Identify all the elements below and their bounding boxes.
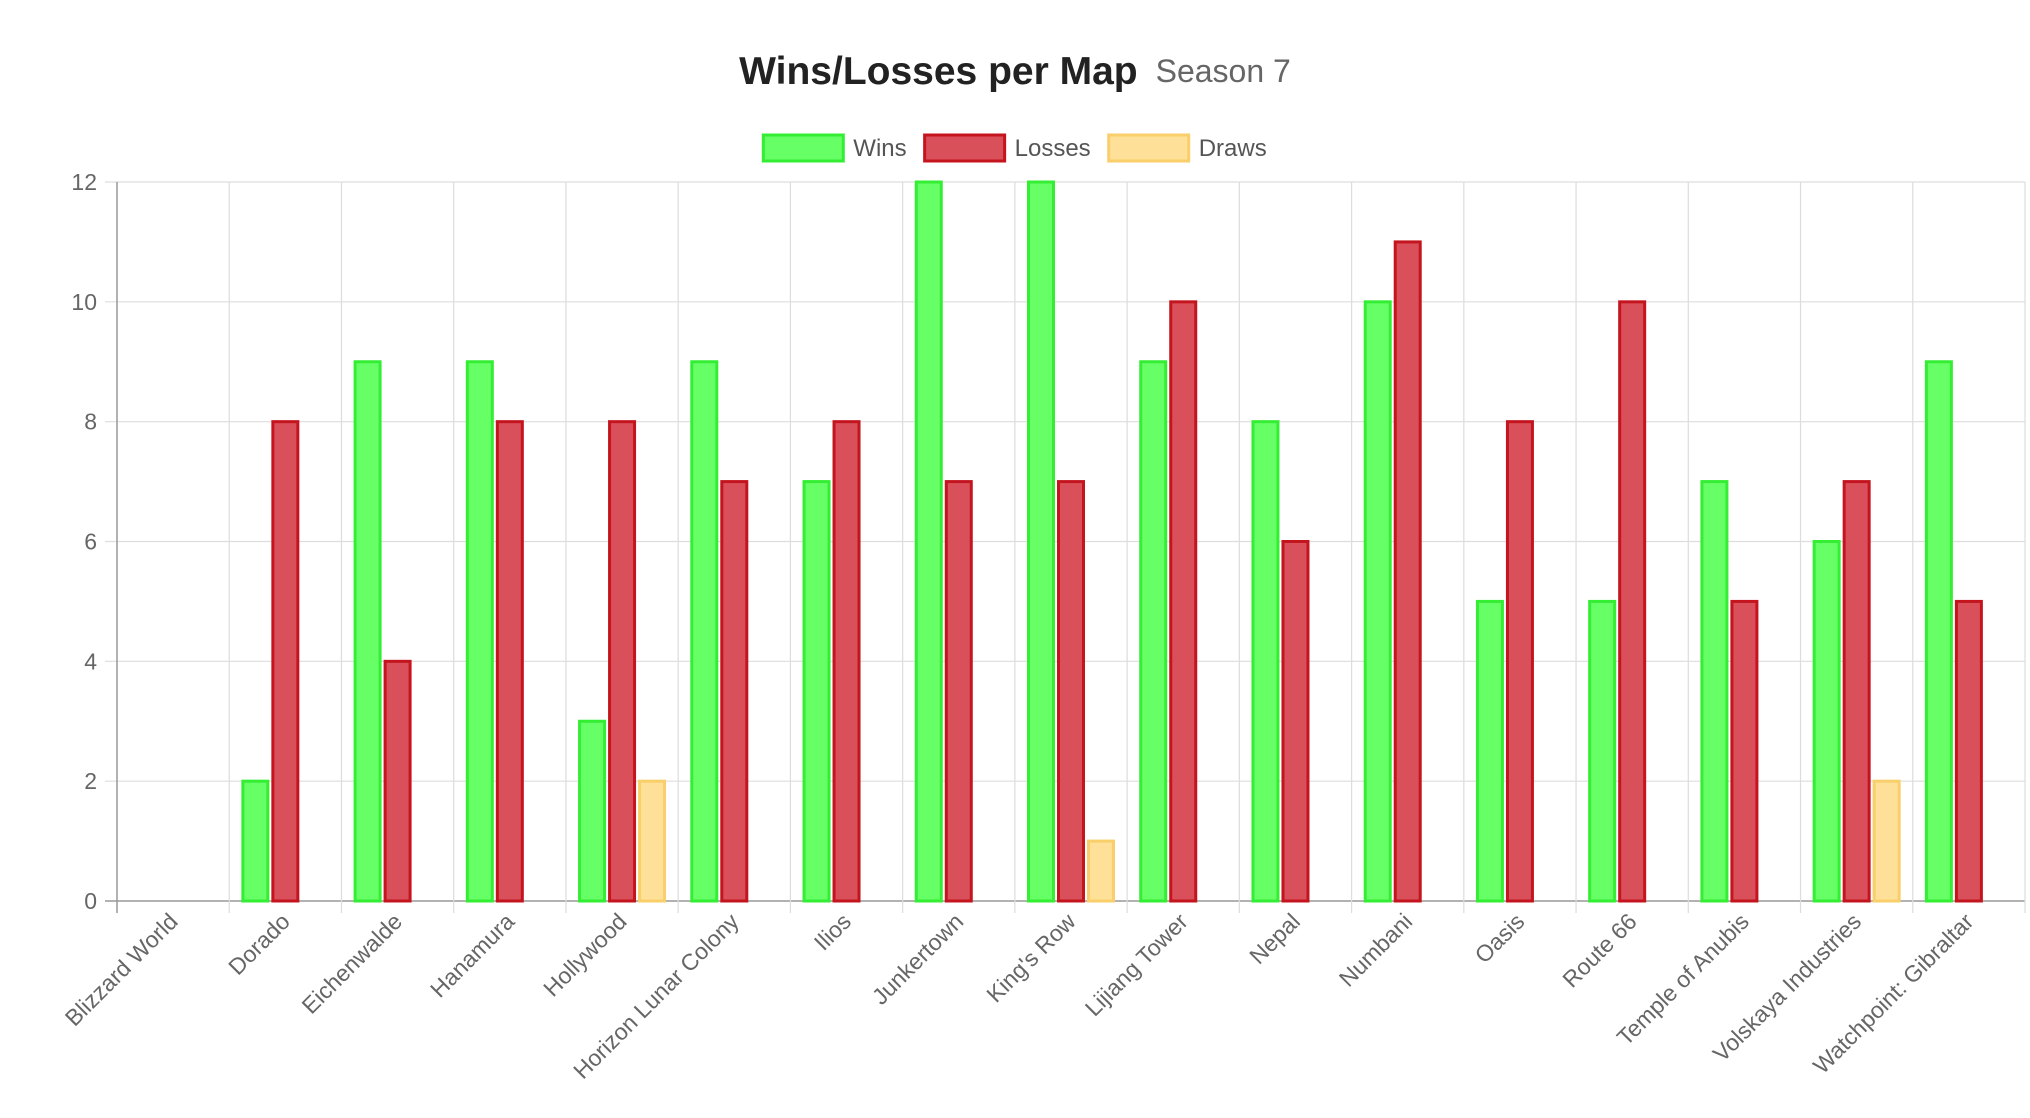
bar-wins-nepal: [1251, 420, 1280, 903]
bar-wins-dorado: [241, 779, 270, 903]
x-tick-label: Nepal: [1244, 908, 1305, 969]
bar-wins-eichenwalde: [353, 360, 382, 903]
y-tick-label: 0: [84, 888, 97, 914]
chart-subtitle: Season 7: [1156, 53, 1291, 89]
legend-swatch-wins: [761, 133, 845, 163]
x-tick-label: Blizzard World: [60, 908, 183, 1031]
y-tick-label: 2: [84, 768, 97, 794]
bar-wins-king-s-row: [1027, 180, 1055, 903]
bar-draws-hollywood: [638, 779, 667, 903]
x-tick-label: King's Row: [981, 908, 1081, 1008]
x-axis: Blizzard World Dorado Eichenwalde Hanamura H…: [60, 908, 1979, 1084]
bar-wins-junkertown: [914, 180, 943, 903]
bar-wins-lijiang-tower: [1139, 360, 1168, 903]
legend-label-losses: Losses: [1015, 135, 1091, 162]
bar-wins-temple-of-anubis: [1700, 480, 1729, 903]
x-tick-label: Oasis: [1470, 908, 1530, 968]
bar-wins-volskaya-industries: [1812, 540, 1841, 903]
legend: Wins Losses Draws: [761, 133, 1267, 163]
bar-draws-king-s-row: [1087, 839, 1115, 903]
bar-losses-numbani: [1393, 240, 1422, 903]
bar-wins-hanamura: [465, 360, 494, 903]
x-tick-label: Junkertown: [867, 908, 969, 1010]
y-tick-label: 6: [84, 529, 97, 555]
bar-losses-eichenwalde: [383, 659, 412, 903]
bar-losses-hollywood: [608, 420, 637, 903]
x-tick-label: Numbani: [1334, 908, 1417, 991]
bar-losses-horizon-lunar-colony: [720, 480, 749, 903]
legend-swatch-losses: [923, 133, 1007, 163]
bar-draws-volskaya-industries: [1872, 779, 1901, 903]
y-tick-label: 4: [84, 648, 97, 674]
y-tick-label: 12: [71, 169, 97, 195]
bar-losses-hanamura: [495, 420, 524, 903]
x-tick-label: Hollywood: [538, 908, 631, 1001]
bar-losses-nepal: [1281, 540, 1310, 903]
chart-title-group: Wins/Losses per Map Season 7: [739, 50, 1291, 93]
bar-wins-oasis: [1475, 599, 1504, 903]
bar-losses-temple-of-anubis: [1730, 599, 1759, 903]
y-tick-label: 8: [84, 409, 97, 435]
bar-losses-watchpoint-gibraltar: [1954, 599, 1983, 903]
bar-wins-watchpoint-gibraltar: [1924, 360, 1953, 903]
x-tick-label: Hanamura: [425, 908, 519, 1002]
bar-losses-junkertown: [944, 480, 973, 903]
bar-losses-volskaya-industries: [1842, 480, 1871, 903]
x-tick-label: Ilios: [809, 908, 856, 955]
bars: [241, 180, 1983, 903]
bar-losses-king-s-row: [1057, 480, 1085, 903]
x-tick-label: Route 66: [1557, 908, 1641, 992]
legend-label-wins: Wins: [853, 135, 906, 162]
x-tick-label: Dorado: [223, 908, 295, 980]
legend-label-draws: Draws: [1199, 135, 1267, 162]
bar-losses-lijiang-tower: [1169, 300, 1198, 903]
y-tick-label: 10: [71, 289, 97, 315]
bar-losses-oasis: [1505, 420, 1534, 903]
grid: [105, 181, 2026, 913]
x-tick-label: Eichenwalde: [297, 908, 408, 1019]
bar-losses-route-66: [1618, 300, 1647, 903]
chart-title: Wins/Losses per Map: [739, 50, 1137, 93]
bar-wins-route-66: [1588, 599, 1617, 903]
bar-wins-ilios: [802, 480, 831, 903]
bar-losses-ilios: [832, 420, 861, 903]
bar-losses-dorado: [271, 420, 300, 903]
bar-wins-numbani: [1363, 300, 1392, 903]
x-tick-label: Lijiang Tower: [1080, 908, 1193, 1021]
bar-wins-hollywood: [578, 719, 607, 903]
legend-swatch-draws: [1107, 133, 1191, 163]
bar-wins-horizon-lunar-colony: [690, 360, 719, 903]
y-axis: 0 2 4 6 8 10 12: [71, 169, 97, 914]
